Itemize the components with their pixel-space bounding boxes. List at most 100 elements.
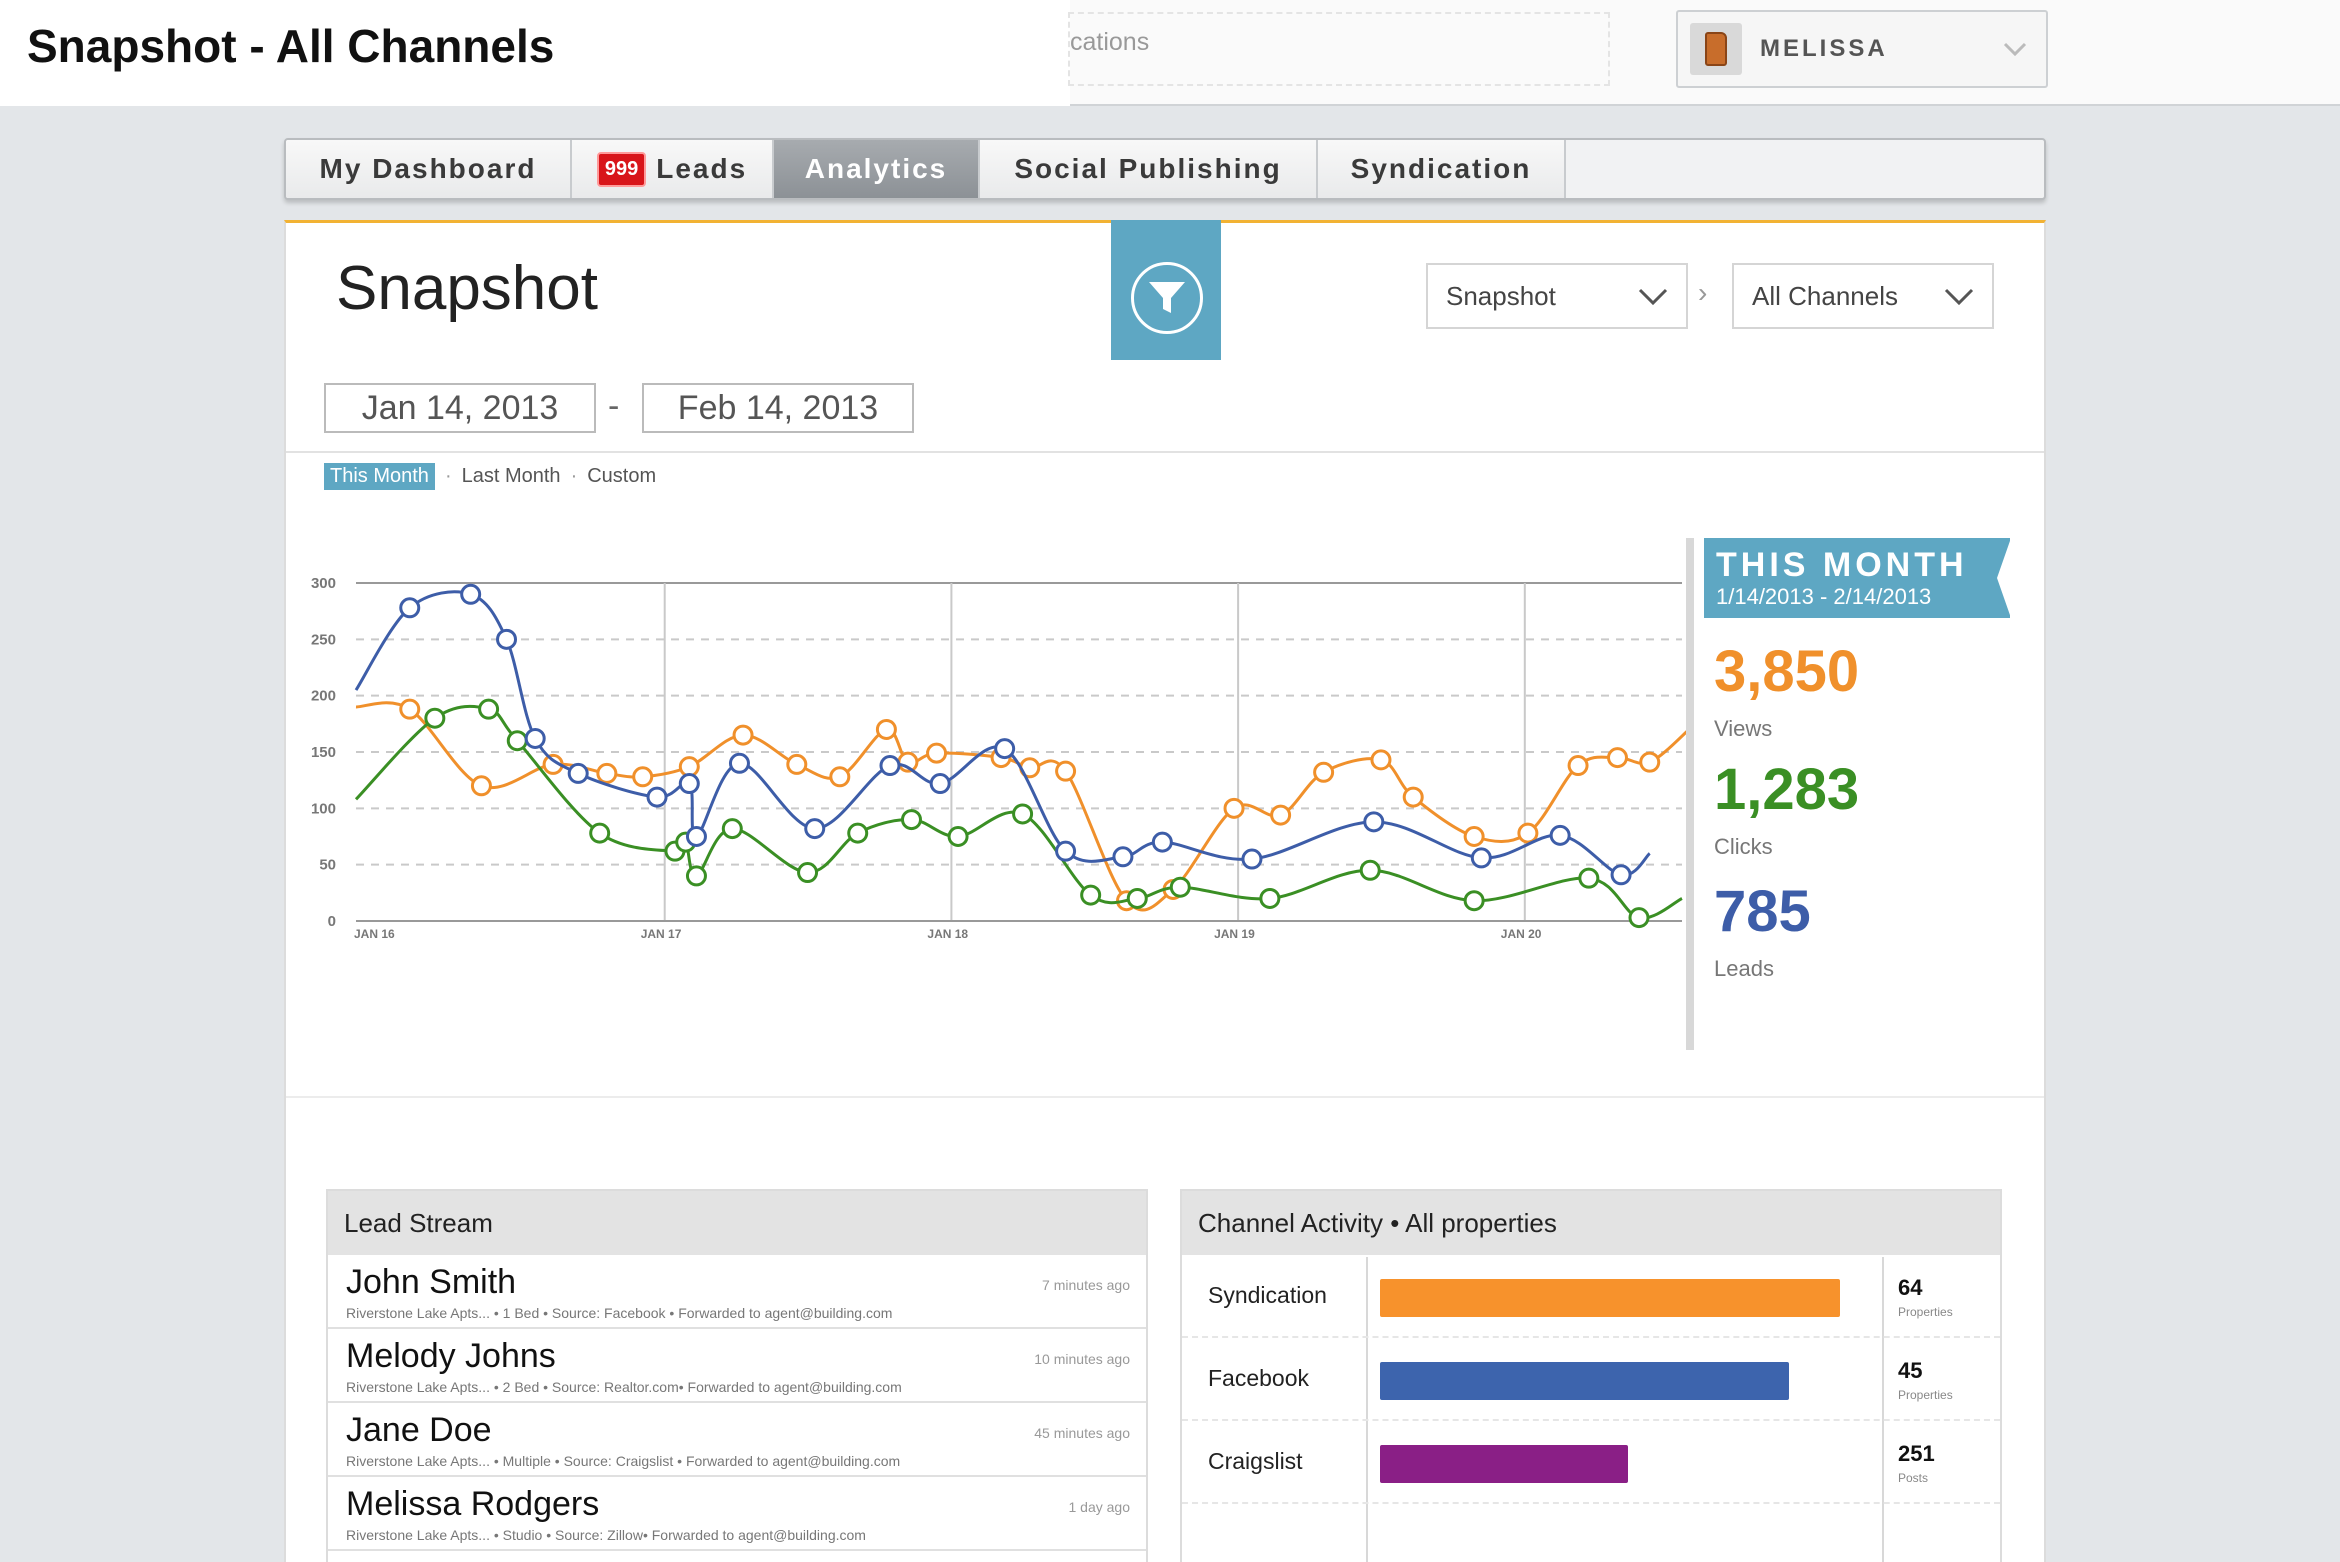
views-label: Views [1714, 716, 1773, 741]
series-point-1 [424, 707, 446, 729]
tab-label: Syndication [1350, 153, 1532, 184]
series-point-0 [399, 698, 421, 720]
lead-row[interactable]: Melody Johns Riverstone Lake Apts... • 2… [328, 1329, 1146, 1403]
channel-bar [1380, 1445, 1629, 1483]
series-point-2 [1610, 864, 1632, 886]
channel-row-facebook[interactable]: Facebook 45 Properties [1182, 1338, 2000, 1421]
series-point-0 [596, 762, 618, 784]
series-point-1 [1463, 890, 1485, 912]
date-from-field[interactable]: Jan 14, 2013 [324, 383, 596, 433]
tab-syndication[interactable]: Syndication [1318, 140, 1566, 198]
series-point-1 [1578, 867, 1600, 889]
series-point-1 [685, 865, 707, 887]
separator-dot: · [444, 465, 452, 487]
y-tick-label: 200 [311, 688, 336, 705]
series-point-2 [496, 628, 518, 650]
y-tick-label: 250 [311, 631, 336, 648]
lead-row[interactable]: Melissa Rodgers Riverstone Lake Apts... … [328, 1477, 1146, 1551]
series-point-1 [1080, 884, 1102, 906]
main-nav-tabs: My Dashboard 999 Leads Analytics Social … [284, 138, 2046, 200]
lead-name: Jane Doe [346, 1411, 492, 1449]
lead-time: 10 minutes ago [1034, 1351, 1130, 1367]
x-tick-label: JAN 20 [1501, 927, 1542, 941]
tab-label: Social Publishing [1014, 153, 1282, 184]
series-point-0 [1402, 786, 1424, 808]
user-menu[interactable]: MELISSA [1676, 10, 2048, 88]
series-point-2 [1470, 847, 1492, 869]
summary-range: 1/14/2013 - 2/14/2013 [1716, 584, 1932, 609]
series-point-1 [1628, 907, 1650, 929]
report-select[interactable]: Snapshot [1426, 263, 1688, 329]
tab-label: Analytics [804, 153, 948, 184]
tab-my-dashboard[interactable]: My Dashboard [286, 140, 572, 198]
series-point-1 [506, 730, 528, 752]
period-this-month[interactable]: This Month [324, 463, 435, 490]
column-divider [1882, 1257, 1884, 1562]
series-point-2 [399, 597, 421, 619]
leads-label: Leads [1714, 956, 1774, 981]
tab-leads[interactable]: 999 Leads [572, 140, 774, 198]
series-point-2 [728, 752, 750, 774]
series-point-0 [1270, 804, 1292, 826]
filter-button[interactable] [1111, 220, 1221, 360]
y-tick-label: 0 [328, 913, 336, 930]
date-separator: - [608, 387, 620, 425]
lead-time: 1 day ago [1068, 1499, 1131, 1515]
leads-count-badge: 999 [596, 151, 647, 187]
summary-label: THIS MONTH [1716, 546, 1968, 584]
series-point-0 [1639, 751, 1661, 773]
channel-count: 251 [1898, 1441, 1935, 1466]
channel-name: Craigslist [1208, 1448, 1303, 1474]
series-point-1 [1359, 859, 1381, 881]
analytics-panel: Snapshot Snapshot › All Channels Jan 14,… [284, 220, 2046, 1562]
lead-name: Melody Johns [346, 1337, 556, 1375]
series-point-1 [589, 822, 611, 844]
x-tick-label: JAN 16 [354, 927, 395, 941]
series-point-2 [1055, 840, 1077, 862]
lead-stream: Lead Stream John Smith Riverstone Lake A… [326, 1189, 1148, 1562]
lead-time: 7 minutes ago [1042, 1277, 1130, 1293]
funnel-icon [1149, 282, 1185, 313]
series-point-2 [678, 773, 700, 795]
channel-count: 45 [1898, 1358, 1923, 1383]
search-area[interactable]: cations [1068, 12, 1610, 86]
chevron-right-icon: › [1698, 277, 1708, 308]
series-point-2 [646, 786, 668, 808]
series-point-2 [1151, 831, 1173, 853]
lead-row[interactable]: John Smith Riverstone Lake Apts... • 1 B… [328, 1255, 1146, 1329]
channel-bar-track [1380, 1362, 1840, 1400]
report-select-value: Snapshot [1446, 281, 1556, 311]
lead-meta: Riverstone Lake Apts... • Multiple • Sou… [346, 1453, 901, 1469]
series-point-0 [786, 753, 808, 775]
series-point-2 [804, 818, 826, 840]
window-title: Snapshot - All Channels [0, 0, 1070, 106]
tab-label: Leads [656, 153, 748, 184]
channel-activity-title: Channel Activity • All properties [1182, 1191, 2000, 1255]
series-point-0 [1606, 747, 1628, 769]
lead-row[interactable]: Jane Doe Riverstone Lake Apts... • Multi… [328, 1403, 1146, 1477]
channel-select[interactable]: All Channels [1732, 263, 1994, 329]
tab-analytics[interactable]: Analytics [774, 140, 980, 198]
series-point-1 [947, 826, 969, 847]
period-last-month[interactable]: Last Month [461, 465, 561, 487]
channel-count: 64 [1898, 1275, 1923, 1300]
channel-row-syndication[interactable]: Syndication 64 Properties [1182, 1255, 2000, 1338]
separator-dot: · [570, 465, 578, 487]
views-value: 3,850 [1714, 639, 1860, 704]
search-text: cations [1070, 28, 1150, 56]
tab-social-publishing[interactable]: Social Publishing [980, 140, 1318, 198]
period-custom[interactable]: Custom [587, 465, 657, 487]
channel-bar [1380, 1362, 1790, 1400]
series-point-1 [797, 862, 819, 884]
door-logo-icon [1705, 32, 1727, 66]
y-tick-label: 50 [319, 857, 336, 874]
date-to-field[interactable]: Feb 14, 2013 [642, 383, 914, 433]
series-point-2 [1241, 848, 1263, 870]
x-tick-label: JAN 17 [641, 927, 682, 941]
channel-row-craigslist[interactable]: Craigslist 251 Posts [1182, 1421, 2000, 1504]
column-divider [1366, 1257, 1368, 1562]
clicks-label: Clicks [1714, 834, 1773, 859]
summary-rule [1686, 538, 1694, 1050]
series-point-0 [1463, 826, 1485, 847]
channel-unit: Properties [1898, 1305, 1953, 1319]
